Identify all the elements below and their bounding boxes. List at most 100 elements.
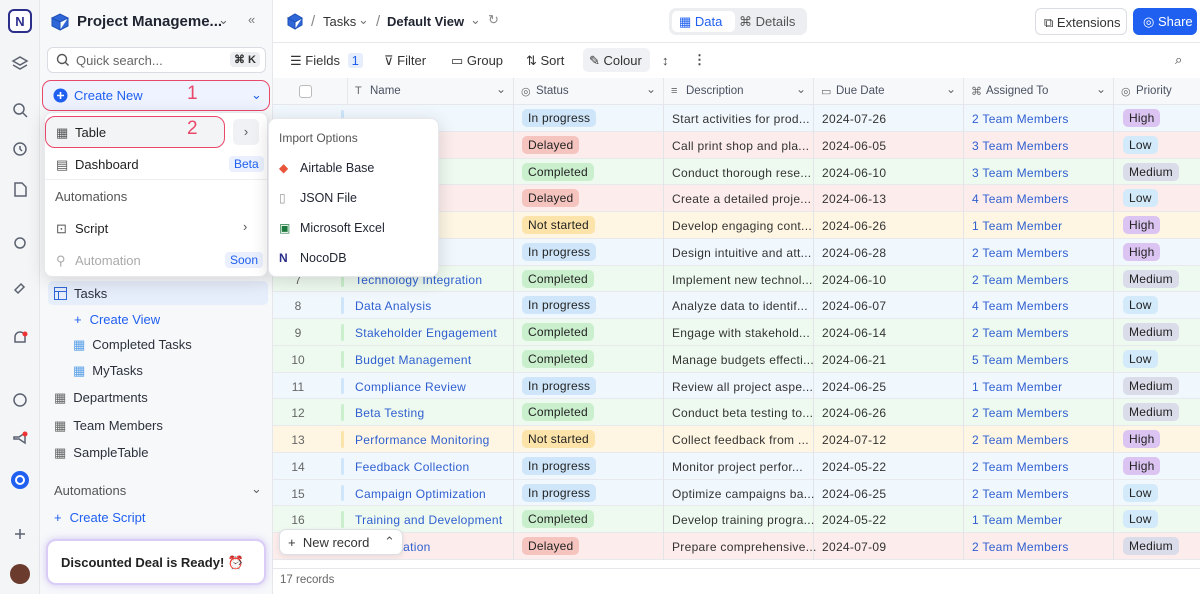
automations-caret[interactable]: ⌄	[251, 481, 262, 496]
sidebar-item[interactable]: ▦ Completed Tasks	[73, 337, 192, 352]
cell-description[interactable]: Conduct beta testing to...	[672, 406, 814, 421]
priority-pill[interactable]: Medium	[1123, 376, 1179, 395]
column-menu[interactable]: ⌄	[796, 82, 807, 96]
import-option[interactable]: JSON File	[300, 191, 357, 205]
cell-description[interactable]: Develop training progra...	[672, 513, 815, 528]
priority-pill[interactable]: Low	[1123, 135, 1158, 154]
cell-due-date[interactable]: 2024-06-13	[822, 192, 887, 207]
tab[interactable]: ⌘ Details	[739, 14, 796, 29]
cell-due-date[interactable]: 2024-06-21	[822, 352, 887, 367]
cell-name[interactable]: Performance Monitoring	[355, 433, 490, 447]
status-pill[interactable]: Not started	[522, 216, 595, 234]
table-row[interactable]: 13 Performance Monitoring Not started Colle…	[273, 426, 1200, 453]
cell-assigned[interactable]: 4 Team Members	[972, 192, 1069, 207]
status-pill[interactable]: In progress	[522, 376, 597, 395]
status-pill[interactable]: In progress	[522, 296, 597, 315]
sort-button[interactable]: ⇅ Sort	[526, 53, 565, 68]
group-button[interactable]: ▭ Group	[451, 53, 504, 68]
cell-description[interactable]: Monitor project perfor...	[672, 459, 803, 474]
sidebar-item[interactable]: Tasks	[74, 286, 108, 301]
import-option[interactable]: Airtable Base	[300, 161, 375, 175]
cell-name[interactable]: Stakeholder Engagement	[355, 326, 498, 340]
menu-item[interactable]: Dashboard	[75, 157, 139, 172]
priority-pill[interactable]: Low	[1123, 189, 1158, 208]
cell-due-date[interactable]: 2024-07-09	[822, 540, 887, 554]
cell-description[interactable]: Optimize campaigns ba...	[672, 486, 815, 501]
workspace-title[interactable]: Project Manageme...	[77, 13, 223, 30]
status-pill[interactable]: Completed	[522, 349, 594, 368]
cell-due-date[interactable]: 2024-06-25	[822, 486, 887, 501]
table-row[interactable]: 12 Beta Testing Completed Conduct beta test…	[273, 399, 1200, 426]
cell-due-date[interactable]: 2024-06-05	[822, 138, 887, 153]
cell-assigned[interactable]: 1 Team Member	[972, 513, 1063, 528]
cell-name[interactable]: Compliance Review	[355, 379, 467, 394]
cell-description[interactable]: Collect feedback from ...	[672, 433, 809, 447]
cell-assigned[interactable]: 2 Team Members	[972, 272, 1069, 287]
priority-pill[interactable]: Medium	[1123, 537, 1179, 555]
sidebar-item[interactable]: ▦ SampleTable	[54, 445, 149, 460]
table-row[interactable]: 9 Stakeholder Engagement Completed Engage w…	[273, 319, 1200, 346]
table-row[interactable]: 11 Compliance Review In progress Review all…	[273, 372, 1200, 400]
cell-name[interactable]: Budget Management	[355, 352, 472, 367]
cell-description[interactable]: Analyze data to identif...	[672, 299, 808, 314]
cell-name[interactable]: Feedback Collection	[355, 459, 470, 474]
status-pill[interactable]: Delayed	[522, 537, 580, 555]
priority-pill[interactable]: High	[1123, 242, 1161, 261]
cell-name[interactable]: Data Analysis	[355, 299, 432, 314]
column-header[interactable]: T Name ⌄	[347, 78, 513, 105]
status-pill[interactable]: Completed	[522, 510, 594, 529]
cell-due-date[interactable]: 2024-06-07	[822, 299, 887, 314]
column-menu[interactable]: ⌄	[646, 82, 657, 96]
colour-button[interactable]: ✎ Colour	[583, 48, 650, 72]
cell-due-date[interactable]: 2024-05-22	[822, 459, 887, 474]
cell-due-date[interactable]: 2024-06-26	[822, 406, 887, 421]
status-pill[interactable]: Delayed	[522, 135, 580, 154]
cell-name[interactable]: Campaign Optimization	[355, 486, 487, 501]
workspace-caret[interactable]: ⌄	[218, 12, 229, 27]
cell-assigned[interactable]: 2 Team Members	[972, 486, 1069, 501]
reload[interactable]: ↻	[488, 12, 499, 27]
column-menu[interactable]: ⌄	[1096, 82, 1107, 96]
menu-item[interactable]: Script	[75, 221, 109, 236]
priority-pill[interactable]: High	[1123, 430, 1161, 448]
cell-due-date[interactable]: 2024-07-26	[822, 112, 887, 126]
cell-assigned[interactable]: 1 Team Member	[972, 219, 1063, 233]
priority-pill[interactable]: Medium	[1123, 162, 1179, 181]
create-new-button[interactable]: Create New 1 ⌄	[42, 80, 270, 111]
priority-pill[interactable]: Medium	[1123, 323, 1179, 341]
cell-assigned[interactable]: 3 Team Members	[972, 165, 1069, 180]
sidebar-item[interactable]: ▦ MyTasks	[73, 363, 143, 378]
import-option[interactable]: Microsoft Excel	[300, 221, 385, 235]
menu-item[interactable]: Table	[75, 125, 107, 140]
table-row[interactable]: 10 Budget Management Completed Manage budge…	[273, 345, 1200, 373]
collapse-sidebar[interactable]: «	[248, 12, 256, 27]
column-header[interactable]: ≡ Description ⌄	[663, 78, 813, 105]
cell-name[interactable]: Beta Testing	[355, 406, 425, 421]
cell-due-date[interactable]: 2024-06-14	[822, 326, 887, 340]
cell-description[interactable]: Conduct thorough rese...	[672, 165, 812, 180]
cell-assigned[interactable]: 2 Team Members	[972, 326, 1069, 340]
table-row[interactable]: 14 Feedback Collection In progress Monitor …	[273, 452, 1200, 480]
cell-description[interactable]: Design intuitive and att...	[672, 245, 812, 260]
deal-banner[interactable]: Discounted Deal is Ready! ⏰ ›	[46, 539, 266, 585]
submenu-arrow[interactable]: ›	[233, 119, 259, 145]
cell-due-date[interactable]: 2024-05-22	[822, 513, 887, 528]
table-row[interactable]: ocumentationDelayedPrepare comprehensive…	[273, 533, 1200, 560]
sidebar-item[interactable]: + Create View	[74, 312, 161, 327]
status-pill[interactable]: Completed	[522, 162, 594, 181]
more-menu[interactable]: ⋮	[693, 52, 706, 67]
cell-assigned[interactable]: 5 Team Members	[972, 352, 1069, 367]
priority-pill[interactable]: Medium	[1123, 403, 1179, 422]
column-header[interactable]: ◎ Priority	[1113, 78, 1200, 105]
status-pill[interactable]: Not started	[522, 430, 595, 448]
cell-description[interactable]: Engage with stakehold...	[672, 326, 810, 340]
cell-assigned[interactable]: 4 Team Members	[972, 299, 1069, 314]
priority-pill[interactable]: Low	[1123, 349, 1158, 368]
cell-due-date[interactable]: 2024-06-25	[822, 379, 887, 394]
extensions-button[interactable]: ⧉ Extensions	[1035, 8, 1127, 35]
cell-assigned[interactable]: 2 Team Members	[972, 406, 1069, 421]
cell-assigned[interactable]: 2 Team Members	[972, 433, 1069, 447]
priority-pill[interactable]: Low	[1123, 296, 1158, 315]
cell-description[interactable]: Call print shop and pla...	[672, 138, 810, 153]
cell-due-date[interactable]: 2024-06-28	[822, 245, 887, 260]
